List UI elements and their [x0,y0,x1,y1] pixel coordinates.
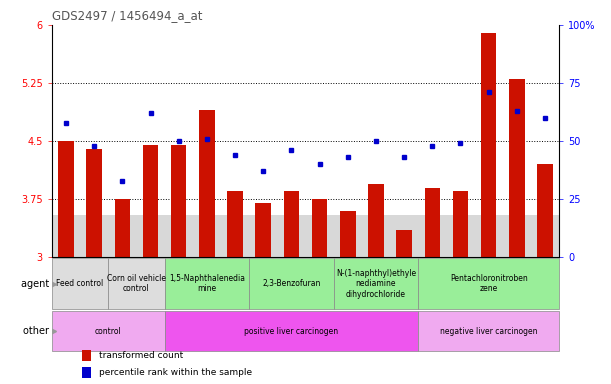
Bar [58,141,74,257]
Bar [284,192,299,257]
Text: positive liver carcinogen: positive liver carcinogen [244,327,338,336]
Bar [82,367,92,377]
Bar [537,164,553,257]
Text: Feed control: Feed control [56,279,104,288]
Text: Corn oil vehicle
control: Corn oil vehicle control [107,274,166,293]
Bar [82,350,92,361]
Bar [334,258,418,309]
Text: percentile rank within the sample: percentile rank within the sample [99,367,252,377]
Bar [481,33,496,257]
Bar [171,145,186,257]
Bar [425,187,440,257]
Bar [453,192,468,257]
Bar [255,203,271,257]
Bar [199,110,214,257]
Bar [164,258,249,309]
Bar [86,149,102,257]
Bar [227,192,243,257]
Bar [52,215,559,257]
Text: negative liver carcinogen: negative liver carcinogen [440,327,538,336]
Bar [312,199,327,257]
Text: agent: agent [21,279,52,289]
Bar [509,79,525,257]
Bar [368,184,384,257]
Text: transformed count: transformed count [99,351,183,360]
Bar [52,311,164,351]
Bar [340,211,356,257]
Bar [143,145,158,257]
Text: Pentachloronitroben
zene: Pentachloronitroben zene [450,274,527,293]
Text: control: control [95,327,122,336]
Bar [249,258,334,309]
Text: GDS2497 / 1456494_a_at: GDS2497 / 1456494_a_at [52,9,202,22]
Text: other: other [23,326,52,336]
Text: 2,3-Benzofuran: 2,3-Benzofuran [262,279,321,288]
Bar [164,311,418,351]
Text: 1,5-Naphthalenedia
mine: 1,5-Naphthalenedia mine [169,274,245,293]
Bar [115,199,130,257]
Bar [52,258,108,309]
Bar [397,230,412,257]
Bar [108,258,164,309]
Bar [418,258,559,309]
Bar [418,311,559,351]
Text: N-(1-naphthyl)ethyle
nediamine
dihydrochloride: N-(1-naphthyl)ethyle nediamine dihydroch… [336,269,416,299]
